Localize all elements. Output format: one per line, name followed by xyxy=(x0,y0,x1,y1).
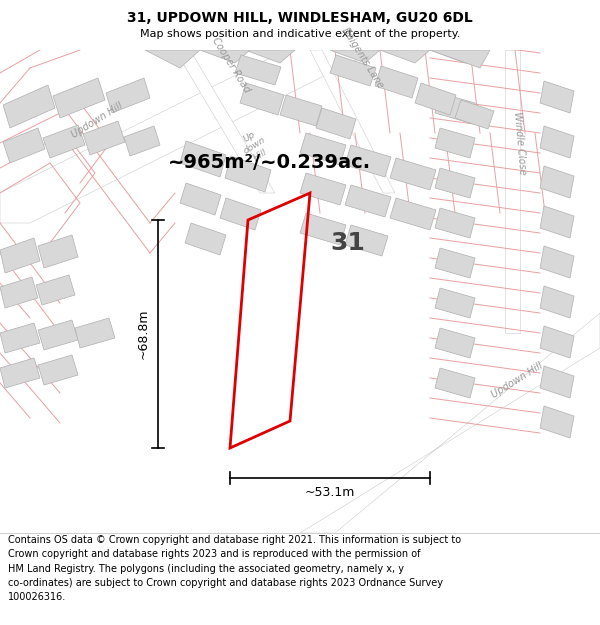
Polygon shape xyxy=(435,248,475,278)
Polygon shape xyxy=(435,168,475,198)
Polygon shape xyxy=(43,125,85,158)
Polygon shape xyxy=(36,275,75,305)
Polygon shape xyxy=(175,50,275,193)
Polygon shape xyxy=(300,313,600,533)
Polygon shape xyxy=(430,50,470,63)
Polygon shape xyxy=(375,66,418,98)
Polygon shape xyxy=(38,235,78,268)
Polygon shape xyxy=(435,328,475,358)
Polygon shape xyxy=(180,183,221,215)
Polygon shape xyxy=(435,128,475,158)
Polygon shape xyxy=(225,156,271,192)
Polygon shape xyxy=(180,141,226,177)
Polygon shape xyxy=(330,50,380,63)
Polygon shape xyxy=(310,50,395,193)
Polygon shape xyxy=(300,133,346,165)
Text: ~53.1m: ~53.1m xyxy=(305,486,355,499)
Polygon shape xyxy=(220,198,261,230)
Polygon shape xyxy=(540,166,574,198)
Text: Contains OS data © Crown copyright and database right 2021. This information is : Contains OS data © Crown copyright and d… xyxy=(8,535,461,602)
Polygon shape xyxy=(145,50,200,68)
Polygon shape xyxy=(245,50,295,63)
Polygon shape xyxy=(435,288,475,318)
Polygon shape xyxy=(540,366,574,398)
Polygon shape xyxy=(106,78,150,113)
Polygon shape xyxy=(200,50,250,63)
Polygon shape xyxy=(3,85,55,128)
Text: 31, UPDOWN HILL, WINDLESHAM, GU20 6DL: 31, UPDOWN HILL, WINDLESHAM, GU20 6DL xyxy=(127,11,473,25)
Polygon shape xyxy=(390,158,436,190)
Text: Updown Hill: Updown Hill xyxy=(70,101,125,140)
Polygon shape xyxy=(0,323,40,353)
Text: 31: 31 xyxy=(330,231,365,255)
Polygon shape xyxy=(3,128,45,163)
Polygon shape xyxy=(83,121,125,155)
Polygon shape xyxy=(330,55,376,86)
Polygon shape xyxy=(435,208,475,238)
Polygon shape xyxy=(235,55,281,85)
Polygon shape xyxy=(240,83,284,115)
Polygon shape xyxy=(124,126,160,156)
Polygon shape xyxy=(540,326,574,358)
Polygon shape xyxy=(540,126,574,158)
Polygon shape xyxy=(415,83,456,115)
Text: Windle Close: Windle Close xyxy=(512,111,527,175)
Text: Cooper Road: Cooper Road xyxy=(210,36,252,95)
Polygon shape xyxy=(540,286,574,318)
Polygon shape xyxy=(540,246,574,278)
Text: ~68.8m: ~68.8m xyxy=(137,309,150,359)
Polygon shape xyxy=(300,213,346,245)
Polygon shape xyxy=(0,3,410,223)
Polygon shape xyxy=(300,173,346,205)
Polygon shape xyxy=(540,206,574,238)
Polygon shape xyxy=(75,318,115,348)
Polygon shape xyxy=(505,50,520,333)
Text: Up
down
Hill: Up down Hill xyxy=(237,127,273,165)
Polygon shape xyxy=(0,238,40,273)
Text: Baigents Lane: Baigents Lane xyxy=(340,26,385,90)
Polygon shape xyxy=(345,225,388,256)
Polygon shape xyxy=(455,100,494,129)
Polygon shape xyxy=(38,355,78,385)
Polygon shape xyxy=(38,320,78,350)
Text: ~965m²/~0.239ac.: ~965m²/~0.239ac. xyxy=(168,154,371,173)
Polygon shape xyxy=(540,406,574,438)
Polygon shape xyxy=(345,145,391,177)
Polygon shape xyxy=(380,50,430,63)
Polygon shape xyxy=(0,358,40,388)
Polygon shape xyxy=(540,81,574,113)
Polygon shape xyxy=(435,93,475,123)
Polygon shape xyxy=(316,108,356,139)
Polygon shape xyxy=(185,223,226,255)
Polygon shape xyxy=(53,78,105,118)
Text: Updown Hill: Updown Hill xyxy=(490,361,545,400)
Text: Map shows position and indicative extent of the property.: Map shows position and indicative extent… xyxy=(140,29,460,39)
Polygon shape xyxy=(430,50,490,68)
Polygon shape xyxy=(390,198,436,230)
Polygon shape xyxy=(345,185,391,217)
Polygon shape xyxy=(280,95,322,126)
Polygon shape xyxy=(435,368,475,398)
Polygon shape xyxy=(0,277,38,308)
